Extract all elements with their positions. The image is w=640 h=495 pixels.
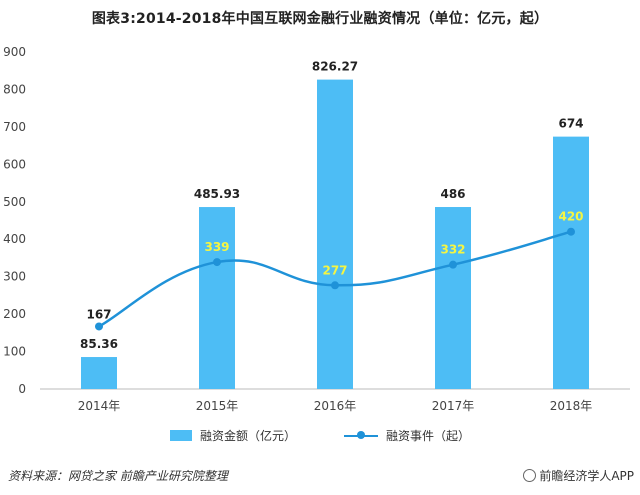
- bar: [435, 207, 471, 389]
- brand-logo-icon: [523, 469, 537, 482]
- legend: 融资金额（亿元） 融资事件（起）: [0, 427, 640, 444]
- y-axis: 0 100 200 300 400 500 600 700 800 900: [3, 45, 26, 396]
- y-tick-label: 300: [3, 270, 26, 284]
- y-tick-label: 700: [3, 120, 26, 134]
- bar-value-label: 486: [440, 187, 465, 201]
- line-value-label: 167: [86, 307, 111, 321]
- y-tick-label: 400: [3, 232, 26, 246]
- bar: [553, 136, 589, 389]
- x-axis: 2014年 2015年 2016年 2017年 2018年: [78, 399, 593, 413]
- source-note: 资料来源：网贷之家 前瞻产业研究院整理: [8, 469, 228, 483]
- line-value-label: 332: [440, 243, 465, 257]
- legend-label-bar: 融资金额（亿元）: [199, 429, 296, 443]
- brand-credit: 前瞻经济学人APP: [523, 467, 634, 484]
- bar-value-label: 85.36: [80, 337, 118, 351]
- bar-series: 85.36 485.93 826.27 486 674: [80, 60, 589, 389]
- line-point: [567, 227, 575, 236]
- line-point: [213, 258, 221, 267]
- y-tick-label: 100: [3, 345, 26, 359]
- bar: [317, 79, 353, 389]
- x-tick-label: 2017年: [432, 399, 475, 413]
- brand-name: 前瞻经济学人APP: [539, 469, 634, 483]
- x-tick-label: 2016年: [314, 399, 357, 413]
- x-tick-label: 2018年: [550, 399, 593, 413]
- line-point: [95, 322, 103, 331]
- chart-title: 图表3:2014-2018年中国互联网金融行业融资情况（单位：亿元，起）: [91, 11, 549, 27]
- y-tick-label: 900: [3, 45, 26, 59]
- bar-value-label: 674: [558, 117, 583, 131]
- legend-line-swatch: [344, 430, 378, 441]
- legend-label-line: 融资事件（起）: [386, 429, 471, 443]
- y-tick-label: 200: [3, 307, 26, 321]
- y-tick-label: 600: [3, 157, 26, 171]
- x-tick-label: 2015年: [196, 399, 239, 413]
- line-value-label: 277: [322, 263, 347, 277]
- line-point: [331, 281, 339, 290]
- legend-item-bar[interactable]: 融资金额（亿元）: [169, 427, 296, 444]
- bar: [199, 207, 235, 389]
- x-tick-label: 2014年: [78, 399, 121, 413]
- legend-bar-swatch: [169, 430, 192, 441]
- legend-item-line[interactable]: 融资事件（起）: [344, 427, 470, 444]
- line-point: [449, 260, 457, 269]
- line-series: 167 339 277 332 420: [86, 210, 584, 331]
- bar: [81, 357, 117, 389]
- y-tick-label: 0: [18, 382, 26, 396]
- y-tick-label: 800: [3, 82, 26, 96]
- line-value-label: 420: [558, 210, 583, 224]
- y-tick-label: 500: [3, 195, 26, 209]
- bar-value-label: 826.27: [312, 60, 358, 74]
- line-value-label: 339: [204, 240, 229, 254]
- bar-value-label: 485.93: [194, 187, 240, 201]
